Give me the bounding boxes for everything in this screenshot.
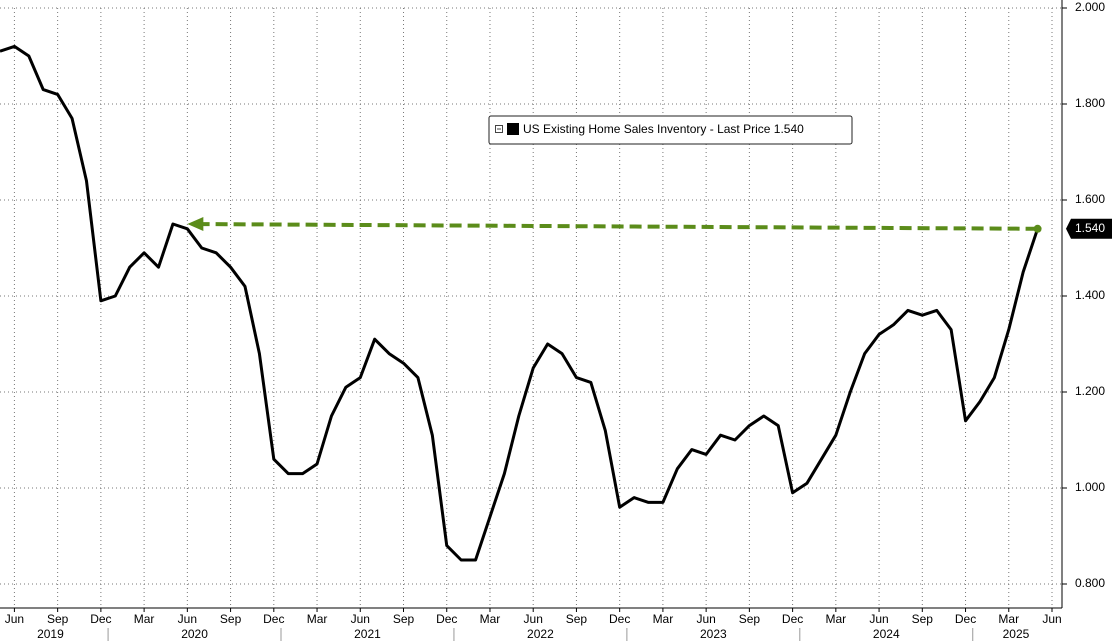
x-tick-label: Dec [955,612,976,626]
x-tick-label: Jun [178,612,197,626]
x-tick-label: Dec [782,612,803,626]
year-label: 2022 [527,627,554,641]
year-label: 2020 [181,627,208,641]
legend-swatch [507,123,519,135]
year-label: 2023 [700,627,727,641]
x-tick-label: Mar [825,612,846,626]
last-price-tag [1066,218,1112,239]
x-tick-label: Dec [436,612,457,626]
y-tick-label: 1.600 [1075,192,1105,206]
x-tick-label: Sep [47,612,69,626]
x-tick-label: Mar [134,612,155,626]
annotation-arrowhead [187,217,204,231]
x-tick-label: Dec [90,612,111,626]
x-tick-label: Jun [1042,612,1061,626]
y-tick-label: 0.800 [1075,576,1105,590]
year-label: 2025 [1003,627,1030,641]
x-tick-label: Mar [998,612,1019,626]
x-tick-label: Sep [912,612,934,626]
x-tick-label: Dec [609,612,630,626]
legend-box [488,115,853,145]
x-tick-label: Jun [524,612,543,626]
x-tick-label: Mar [307,612,328,626]
legend-label: US Existing Home Sales Inventory - Last … [523,122,804,136]
x-tick-label: Sep [739,612,761,626]
x-tick-label: Dec [263,612,284,626]
x-tick-label: Sep [566,612,588,626]
x-tick-label: Jun [696,612,715,626]
last-price-label: 1.540 [1075,221,1105,235]
y-tick-label: 1.200 [1075,384,1105,398]
series-line [0,44,1040,562]
y-tick-label: 2.000 [1075,0,1105,14]
x-tick-label: Jun [351,612,370,626]
year-label: 2024 [873,627,900,641]
annotation-start [1033,224,1042,233]
x-tick-label: Sep [393,612,415,626]
annotation-arrow [201,222,1038,231]
x-tick-label: Jun [869,612,888,626]
year-label: 2019 [37,627,64,641]
y-tick-label: 1.000 [1075,480,1105,494]
x-tick-label: Jun [5,612,24,626]
y-tick-label: 1.400 [1075,288,1105,302]
x-tick-label: Sep [220,612,242,626]
x-tick-label: Mar [480,612,501,626]
legend: US Existing Home Sales Inventory - Last … [488,115,853,145]
year-label: 2021 [354,627,381,641]
x-tick-label: Mar [653,612,674,626]
y-tick-label: 1.800 [1075,96,1105,110]
